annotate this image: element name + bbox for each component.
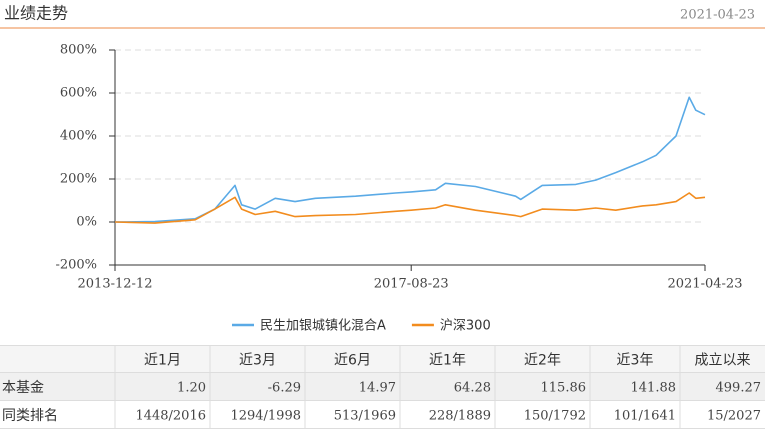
table-cell: -6.29 bbox=[268, 381, 301, 396]
x-tick-label: 2017-08-23 bbox=[374, 277, 449, 292]
table-cell: 499.27 bbox=[716, 381, 762, 396]
table-row-label: 同类排名 bbox=[2, 408, 58, 424]
table-row-label: 本基金 bbox=[2, 379, 44, 396]
table-row-bg bbox=[0, 373, 765, 401]
table-cell: 513/1969 bbox=[334, 409, 396, 424]
panel-title: 业绩走势 bbox=[4, 4, 68, 23]
table-cell: 115.86 bbox=[541, 381, 587, 396]
y-tick-label: 0% bbox=[76, 215, 97, 230]
table-cell: 141.88 bbox=[631, 381, 677, 396]
table-header-cell: 近6月 bbox=[334, 353, 371, 369]
table-cell: 1.20 bbox=[177, 381, 206, 396]
x-tick-label: 2013-12-12 bbox=[78, 277, 153, 292]
legend-label: 沪深300 bbox=[440, 318, 491, 334]
table-cell: 1294/1998 bbox=[230, 409, 301, 424]
table-cell: 1448/2016 bbox=[135, 409, 206, 424]
y-tick-label: 200% bbox=[60, 172, 97, 187]
x-tick-label: 2021-04-23 bbox=[668, 277, 743, 292]
table-header-cell: 近1月 bbox=[144, 353, 181, 369]
table-header-cell: 近3年 bbox=[617, 353, 654, 369]
table-cell: 14.97 bbox=[359, 381, 396, 396]
table-header-cell: 成立以来 bbox=[695, 353, 751, 369]
table-cell: 15/2027 bbox=[707, 409, 761, 424]
y-tick-label: 600% bbox=[60, 86, 97, 101]
table-header-cell: 近2年 bbox=[524, 353, 561, 369]
y-tick-label: 800% bbox=[60, 43, 97, 58]
table-cell: 64.28 bbox=[454, 381, 491, 396]
table-header-cell: 近3月 bbox=[239, 353, 276, 369]
series-line bbox=[114, 192, 706, 224]
table-cell: 228/1889 bbox=[429, 409, 491, 424]
legend-label: 民生加银城镇化混合A bbox=[260, 319, 386, 334]
table-header-cell: 近1年 bbox=[429, 353, 466, 369]
table-header-bg bbox=[0, 346, 765, 373]
table-cell: 101/1641 bbox=[614, 409, 676, 424]
y-tick-label: -200% bbox=[55, 258, 97, 273]
table-cell: 150/1792 bbox=[524, 409, 586, 424]
panel-date: 2021-04-23 bbox=[680, 8, 755, 23]
series-line bbox=[114, 96, 706, 223]
y-tick-label: 400% bbox=[60, 129, 97, 144]
